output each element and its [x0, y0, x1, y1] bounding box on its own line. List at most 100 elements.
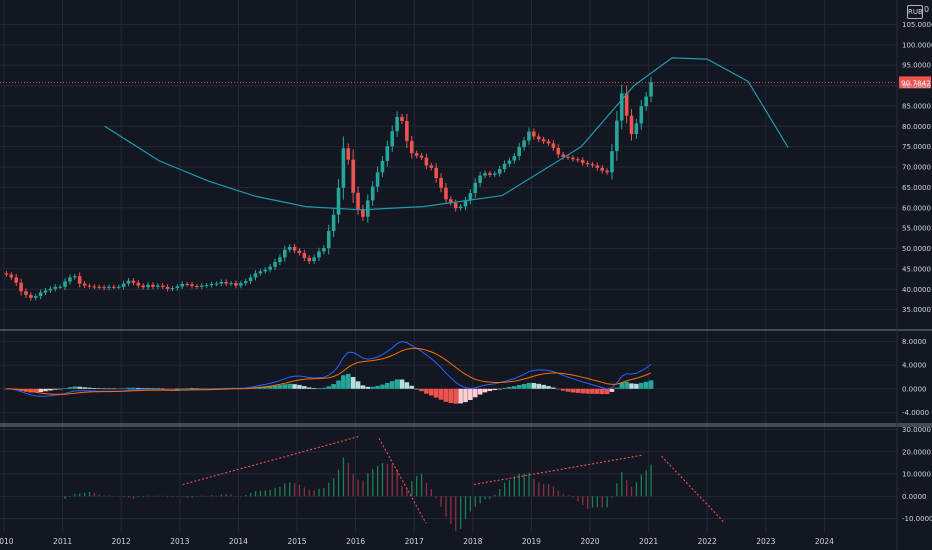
oscillator-bar [313, 490, 315, 497]
candle-body [566, 156, 570, 158]
oscillator-bar [557, 490, 559, 497]
candle-body [273, 261, 277, 267]
oscillator-bar [88, 491, 91, 497]
macd-histogram-bar [297, 384, 302, 389]
oscillator-bar [132, 496, 135, 499]
oscillator-bar [489, 496, 491, 499]
candle-body [502, 163, 507, 170]
oscillator-bar [577, 496, 579, 502]
oscillator-bar [567, 495, 569, 497]
oscillator-bar [650, 464, 652, 497]
candle-body [87, 285, 92, 287]
oscillator-bar [98, 494, 100, 497]
candle-body [370, 186, 375, 201]
corner-label: 0 [924, 5, 930, 14]
oscillator-bar [215, 495, 218, 497]
candle-body [53, 286, 58, 289]
candle-body [590, 164, 595, 166]
macd-histogram-bar [375, 385, 380, 389]
candle-body [278, 257, 282, 262]
oscillator-bar [333, 478, 335, 497]
candle-body [116, 286, 121, 288]
candle-body [19, 282, 23, 292]
candle-body [439, 178, 443, 188]
candle-body [175, 286, 180, 289]
macd-pane[interactable] [4, 340, 654, 404]
macd-histogram-bar [292, 384, 297, 389]
candle-body [595, 165, 600, 168]
macd-histogram-bar [365, 386, 371, 389]
macd-histogram-bar [57, 388, 63, 390]
macd-histogram-bar [385, 382, 390, 389]
candle-body [575, 159, 580, 161]
oscillator-bar [230, 494, 232, 497]
macd-histogram-bar [360, 385, 366, 389]
oscillator-bar [328, 482, 330, 497]
candle-body [346, 148, 351, 160]
price-pane[interactable] [0, 57, 897, 301]
oscillator-bar [469, 496, 472, 512]
candle-body [131, 280, 136, 283]
year-tick-label: 2013 [170, 537, 189, 546]
candle-body [478, 175, 482, 183]
oscillator-bar [445, 496, 447, 517]
candle-body [341, 148, 346, 188]
candle-body [326, 231, 331, 249]
candle-body [9, 274, 14, 278]
macd-histogram-bar [521, 384, 527, 389]
macd-histogram-bar [67, 387, 73, 389]
oscillator-bar [137, 496, 139, 498]
currency-badge[interactable]: RUB [907, 5, 923, 19]
year-tick-label: 2024 [815, 537, 834, 546]
candle-body [229, 283, 233, 285]
price-tick-label: 70.0000 [902, 164, 931, 172]
macd-histogram-bar [531, 383, 537, 389]
macd-histogram-bar [619, 382, 625, 389]
oscillator-pane[interactable] [64, 436, 726, 532]
macd-histogram-bar [126, 387, 131, 389]
candle-body [170, 288, 175, 290]
candle-body [649, 82, 653, 97]
last-price-tag [899, 76, 931, 89]
oscillator-bar [396, 469, 398, 497]
year-tick-label: 2015 [287, 537, 306, 546]
candle-body [73, 276, 77, 278]
oscillator-bar [162, 495, 164, 497]
candle-body [624, 93, 629, 116]
candle-body [68, 277, 72, 282]
candle-body [165, 286, 170, 289]
oscillator-bar [459, 496, 462, 530]
candle-body [219, 281, 224, 284]
oscillator-bar [362, 480, 364, 497]
oscillator-bar [484, 496, 486, 500]
candle-body [292, 246, 297, 251]
candle-body [453, 202, 458, 209]
year-tick-label: 2019 [522, 537, 541, 546]
macd-histogram-bar [472, 388, 478, 398]
oscillator-bar [352, 474, 354, 497]
macd-histogram-bar [331, 384, 336, 389]
candle-body [224, 281, 228, 284]
candle-body [541, 139, 546, 142]
macd-histogram-bar [404, 382, 410, 389]
macd-histogram-bar [492, 388, 498, 391]
oscillator-bar [225, 494, 227, 497]
candle-body [287, 246, 292, 250]
oscillator-bar [401, 485, 403, 497]
macd-histogram-bar [184, 388, 190, 389]
candle-body [77, 276, 82, 284]
oscillator-bar [474, 496, 476, 507]
candle-body [317, 251, 321, 258]
candle-body [199, 285, 204, 287]
macd-histogram-bar [370, 386, 375, 389]
candle-body [517, 147, 521, 157]
oscillator-bar [386, 463, 389, 497]
oscillator-bar [74, 493, 76, 497]
macd-histogram-bar [458, 388, 463, 404]
macd-histogram-bar [463, 388, 468, 403]
candle-body [361, 209, 365, 217]
macd-histogram-bar [28, 388, 34, 393]
oscillator-bar [586, 496, 589, 509]
oscillator-tick-label: 10.0000 [902, 471, 931, 479]
